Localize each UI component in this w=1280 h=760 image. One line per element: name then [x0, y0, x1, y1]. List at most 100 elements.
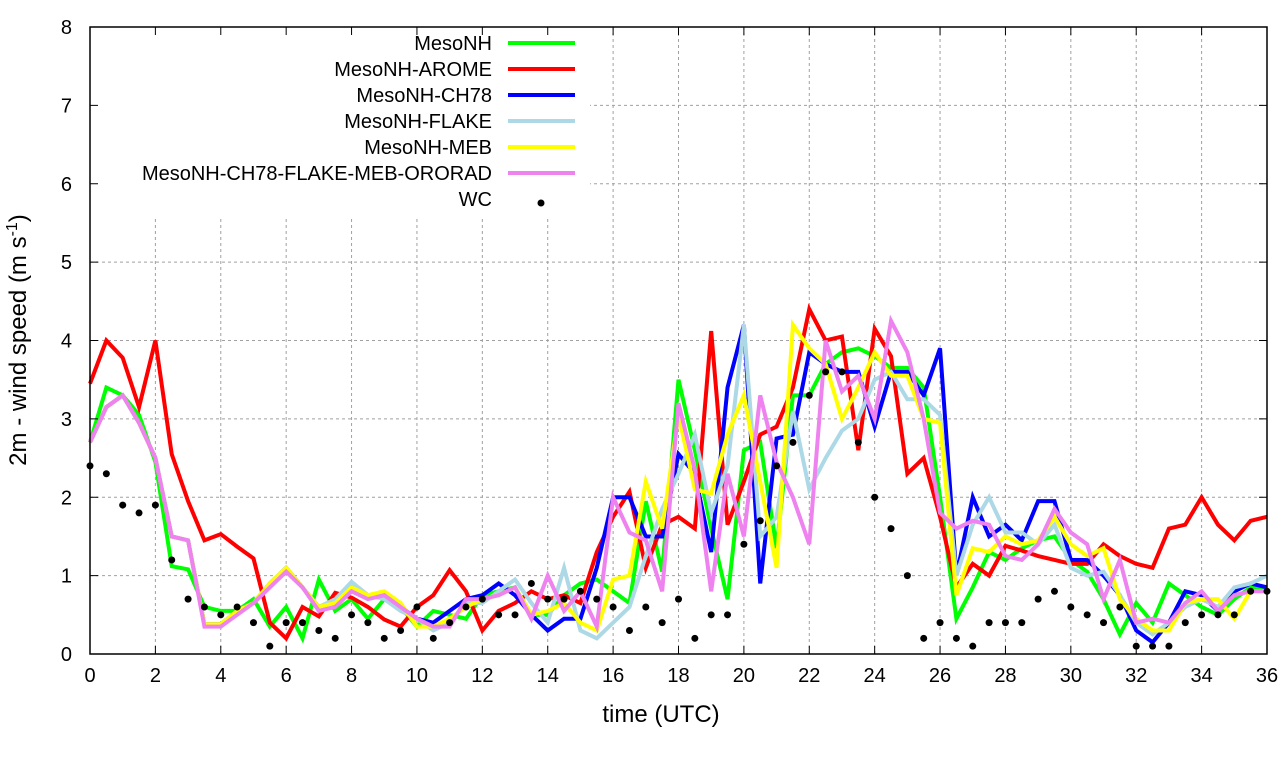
x-tick-label: 32 — [1125, 665, 1147, 687]
data-point-wc — [380, 634, 388, 642]
data-point-wc — [952, 634, 960, 642]
y-tick-label: 8 — [61, 17, 72, 39]
x-tick-label: 22 — [798, 665, 820, 687]
data-point-wc — [1165, 642, 1173, 650]
y-tick-label: 6 — [61, 174, 72, 196]
data-point-wc — [1034, 595, 1042, 603]
data-point-wc — [151, 501, 159, 509]
data-point-wc — [168, 556, 176, 564]
data-point-wc — [1230, 611, 1238, 619]
data-point-wc — [200, 603, 208, 611]
data-point-wc — [625, 626, 633, 634]
axis-ticks: 0 2 4 6 8 10 12 14 16 18 20 22 24 26 28 30 32 34 360123456… — [61, 17, 1278, 687]
legend-swatch-wc — [537, 199, 545, 207]
data-point-wc — [576, 587, 584, 595]
data-point-wc — [119, 501, 127, 509]
data-point-wc — [740, 540, 748, 548]
data-point-wc — [871, 493, 879, 501]
data-point-wc — [233, 603, 241, 611]
legend-label-mesonh-meb: MesoNH-MEB — [364, 137, 492, 159]
x-tick-label: 4 — [215, 665, 226, 687]
data-point-wc — [446, 619, 454, 627]
legend-label-mesonh-arome: MesoNH-AROME — [334, 59, 492, 81]
data-point-wc — [936, 619, 944, 627]
legend-background — [70, 28, 590, 216]
data-point-wc — [429, 634, 437, 642]
data-point-wc — [478, 595, 486, 603]
y-tick-label: 5 — [61, 252, 72, 274]
data-point-wc — [397, 626, 405, 634]
data-point-wc — [1116, 603, 1124, 611]
x-tick-label: 0 — [84, 665, 95, 687]
data-point-wc — [217, 611, 225, 619]
data-point-wc — [299, 619, 307, 627]
data-point-wc — [691, 634, 699, 642]
data-point-wc — [560, 595, 568, 603]
data-point-wc — [511, 611, 519, 619]
data-point-wc — [364, 619, 372, 627]
data-point-wc — [413, 603, 421, 611]
data-point-wc — [887, 525, 895, 533]
x-tick-label: 14 — [537, 665, 559, 687]
x-tick-label: 12 — [471, 665, 493, 687]
x-tick-label: 16 — [602, 665, 624, 687]
x-tick-label: 30 — [1060, 665, 1082, 687]
data-point-wc — [1001, 619, 1009, 627]
x-tick-label: 20 — [733, 665, 755, 687]
data-point-wc — [495, 611, 503, 619]
data-point-wc — [822, 368, 830, 376]
data-point-wc — [985, 619, 993, 627]
data-point-wc — [184, 595, 192, 603]
x-tick-label: 8 — [346, 665, 357, 687]
data-point-wc — [135, 509, 143, 517]
data-point-wc — [969, 642, 977, 650]
data-point-wc — [1018, 619, 1026, 627]
y-tick-label: 7 — [61, 95, 72, 117]
data-point-wc — [1100, 619, 1108, 627]
data-point-wc — [707, 611, 715, 619]
x-tick-label: 10 — [406, 665, 428, 687]
y-axis-label: 2m - wind speed (m s-1) — [4, 214, 32, 466]
data-point-wc — [1247, 587, 1255, 595]
data-point-wc — [903, 572, 911, 580]
data-point-wc — [1149, 642, 1157, 650]
x-tick-label: 2 — [150, 665, 161, 687]
x-tick-label: 18 — [667, 665, 689, 687]
series-line-mesonh — [88, 346, 1268, 644]
data-point-wc — [789, 438, 797, 446]
data-point-wc — [675, 595, 682, 603]
data-point-wc — [348, 611, 356, 619]
data-point-wc — [102, 470, 110, 478]
y-tick-label: 4 — [61, 331, 72, 353]
data-point-wc — [315, 626, 323, 634]
y-tick-label: 1 — [61, 566, 72, 588]
data-point-wc — [1067, 603, 1075, 611]
legend: MesoNH MesoNH-AROME MesoNH-CH78 MesoNH-FLAK… — [142, 33, 575, 211]
data-point-wc — [920, 634, 928, 642]
x-axis-label: time (UTC) — [602, 701, 719, 728]
data-point-wc — [282, 619, 290, 627]
data-point-wc — [331, 634, 339, 642]
data-point-wc — [527, 579, 535, 587]
data-point-wc — [805, 391, 813, 399]
series-line-mesonh-ch78-flake-meb-ororad — [88, 314, 1267, 634]
x-tick-label: 24 — [864, 665, 886, 687]
y-tick-label: 3 — [61, 409, 72, 431]
x-tick-label: 36 — [1256, 665, 1278, 687]
legend-label-mesonh-ch78-flake-meb-ororad: MesoNH-CH78-FLAKE-MEB-ORORAD — [142, 163, 492, 185]
data-point-wc — [1198, 611, 1206, 619]
data-point-wc — [658, 619, 666, 627]
data-point-wc — [462, 603, 470, 611]
data-point-wc — [854, 438, 862, 446]
legend-label-mesonh-ch78: MesoNH-CH78 — [356, 85, 492, 107]
data-point-wc — [1083, 611, 1091, 619]
data-point-wc — [773, 462, 781, 470]
data-point-wc — [249, 619, 257, 627]
data-point-wc — [593, 595, 601, 603]
data-point-wc — [1181, 619, 1189, 627]
data-point-wc — [1214, 611, 1222, 619]
x-tick-label: 6 — [281, 665, 292, 687]
y-tick-label: 2 — [61, 487, 72, 509]
data-point-wc — [609, 603, 617, 611]
